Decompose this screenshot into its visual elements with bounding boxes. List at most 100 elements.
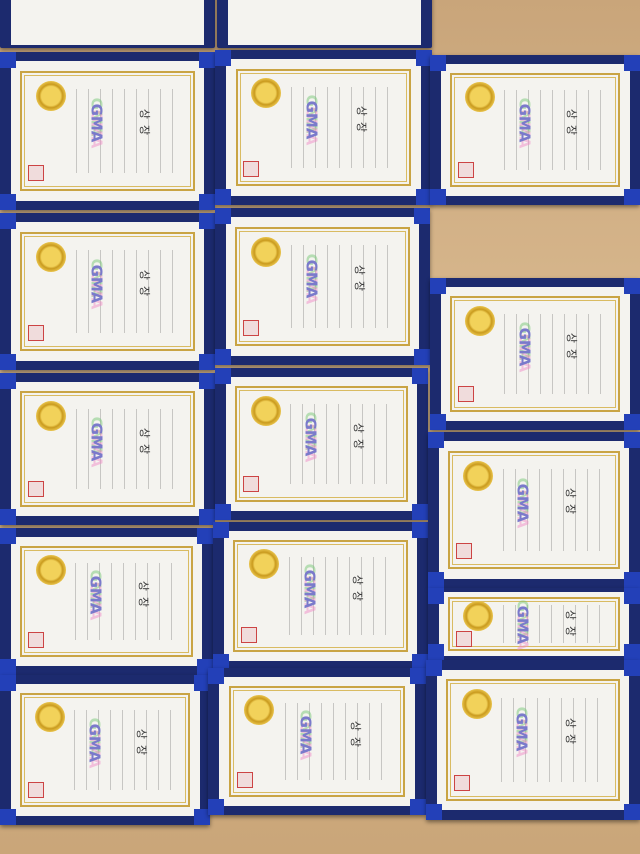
folder-corner [410,668,426,684]
logo: GMA [85,723,104,763]
logo: GMA [302,100,321,140]
logo: GMA [86,575,105,615]
folder-corner [0,52,16,68]
gold-seal [244,694,275,725]
certificate: GMA 상장 [440,64,630,196]
red-stamp [27,781,44,798]
certificate-title: 상장 [134,728,148,761]
folder-corner [0,194,16,210]
gold-border [20,232,195,351]
gold-seal [35,80,66,111]
text-lines [283,245,391,328]
gold-border [235,68,412,187]
logo: GMA [513,483,532,522]
folder-corner [430,414,446,430]
certificate-title: 상장 [563,717,577,751]
certificate-folder: GMA 상장 [213,522,428,670]
certificate-folder: GMA 상장 [426,660,640,820]
certificate: GMA 상장 [10,684,200,816]
gold-seal [463,601,494,632]
red-stamp [28,165,45,182]
folder-corner [199,52,215,68]
certificate-title: 상장 [352,422,366,455]
logo: GMA [86,103,105,143]
certificate-folder: GMA 상장 [0,373,215,525]
folder-corner [199,194,215,210]
folder-corner [0,373,16,389]
folder-corner [0,509,16,525]
red-stamp [28,481,45,498]
logo: GMA [513,605,532,645]
logo: GMA [515,103,534,143]
folder-corner [414,349,430,365]
text-lines [283,403,389,485]
text-lines [497,90,602,170]
certificate: GMA 상장 [10,61,205,201]
gold-border [446,679,620,801]
gold-seal [250,395,281,426]
certificate-title: 상장 [564,332,578,365]
red-stamp [27,632,44,649]
certificate-folder: GMA 상장 [428,588,640,660]
gold-seal [461,689,492,720]
folder [0,0,215,48]
gold-border [233,539,408,653]
folder-corner [624,660,640,676]
red-stamp [241,626,258,643]
gold-seal [250,236,281,267]
gold-border [19,693,191,807]
gold-seal [35,702,66,733]
text-lines [497,313,602,395]
gold-border [448,596,620,652]
folder-corner [199,509,215,525]
folder-corner [0,354,16,370]
folder-corner [215,208,231,224]
folder-corner [624,644,640,660]
certificate-folder: GMA 상장 [0,52,215,210]
gold-border [448,450,620,570]
folder-corner [624,55,640,71]
gold-border [228,685,406,798]
red-stamp [243,160,260,177]
folder-corner [426,804,442,820]
paper [10,0,205,45]
text-lines [495,604,601,643]
certificate-title: 상장 [348,720,362,753]
certificate: GMA 상장 [440,287,630,421]
folder-corner [624,432,640,448]
gold-seal [35,400,66,431]
folder-corner [199,373,215,389]
logo: GMA [301,259,320,299]
gold-border [20,545,193,658]
folder-corner [416,189,432,205]
folder-corner [430,189,446,205]
gold-seal [35,554,66,585]
certificate-title: 상장 [351,574,365,608]
folder-corner [624,278,640,294]
folder-corner [0,659,16,675]
folder-corner [426,660,442,676]
red-stamp [242,476,259,493]
certificate: GMA 상장 [10,536,203,667]
folder-corner [624,588,640,604]
certificate-folder: GMA 상장 [215,368,428,520]
text-lines [281,556,389,636]
certificate-folder: GMA 상장 [0,213,215,370]
certificate: GMA 상장 [436,669,630,811]
red-stamp [236,772,253,789]
folder-corner [624,414,640,430]
certificate-title: 상장 [355,105,369,138]
certificate: GMA 상장 [225,59,422,196]
folder-corner [208,668,224,684]
red-stamp [457,386,474,403]
gold-seal [248,549,279,580]
folder-corner [194,809,210,825]
folder-corner [410,799,426,815]
folder-corner [215,368,231,384]
folder-corner [416,50,432,66]
logo: GMA [515,327,534,367]
logo: GMA [86,264,105,304]
gold-seal [465,305,496,336]
certificate-title: 상장 [564,108,578,141]
